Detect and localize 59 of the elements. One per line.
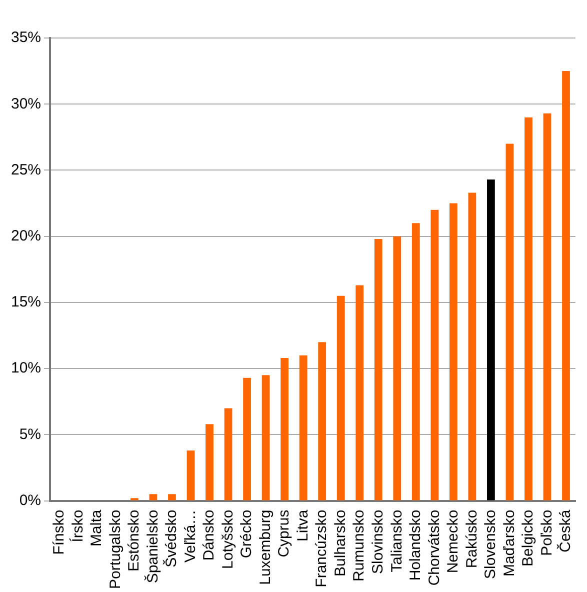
bar	[262, 375, 270, 500]
x-tick-label: Taliansko	[388, 510, 406, 572]
y-tick-label: 15%	[10, 294, 42, 311]
x-tick-label: Portugalsko	[106, 510, 124, 590]
x-tick-label: Estónsko	[126, 510, 143, 572]
bar	[224, 408, 232, 500]
bar	[524, 117, 532, 500]
bar	[374, 238, 382, 500]
x-tick-label: Švédsko	[162, 510, 180, 568]
y-tick-label: 25%	[10, 161, 42, 178]
bar	[318, 342, 326, 500]
x-tick-label: Malta	[88, 509, 106, 546]
bar	[168, 494, 176, 500]
x-tick-label: Holandsko	[407, 510, 424, 581]
x-tick-label: Česká	[556, 509, 574, 552]
x-tick-label: Rumunsko	[350, 510, 368, 582]
bar	[149, 494, 158, 500]
bar	[506, 144, 514, 500]
x-tick-label: Nemecko	[444, 510, 462, 574]
x-tick-label: Veľká…	[182, 510, 199, 563]
bar	[280, 358, 288, 500]
x-tick-label: Španielsko	[143, 510, 162, 584]
bar	[468, 192, 476, 500]
x-tick-label: Dánsko	[200, 510, 218, 561]
bar	[430, 210, 439, 500]
bar	[543, 113, 552, 500]
y-tick-label: 20%	[10, 227, 42, 244]
x-tick-label: Lotyšsko	[219, 510, 236, 569]
x-tick-label: Grécko	[238, 510, 256, 558]
x-tick-label: Francúzsko	[313, 510, 330, 588]
x-tick-label: Poľsko	[538, 510, 556, 556]
y-tick-label: 30%	[10, 95, 42, 112]
bar	[206, 424, 214, 500]
bar	[336, 296, 345, 500]
x-tick-label: Rakúsko	[463, 510, 480, 568]
x-tick-label: Chorvátsko	[426, 510, 443, 586]
x-tick-label: Cyprus	[276, 510, 293, 558]
bar	[412, 223, 420, 500]
y-tick-label: 35%	[10, 29, 42, 46]
bar	[243, 378, 251, 500]
bar	[299, 355, 308, 500]
bar	[186, 450, 195, 500]
bar	[449, 203, 458, 500]
bar	[562, 71, 570, 500]
x-tick-label: Belgicko	[520, 510, 537, 566]
x-tick-label: Fínsko	[50, 510, 68, 555]
x-tick-label: Slovensko	[482, 510, 500, 580]
x-tick-label: Bulharsko	[332, 510, 349, 576]
x-tick-label: Slovinsko	[370, 510, 387, 574]
bar	[393, 236, 402, 500]
x-tick-label: Luxemburg	[256, 510, 274, 585]
y-tick-label: 0%	[19, 492, 42, 509]
y-tick-label: 5%	[19, 426, 42, 443]
x-tick-label: Írsko	[68, 510, 86, 542]
y-tick-label: 10%	[10, 360, 42, 377]
x-tick-label: Maďarsko	[500, 510, 518, 577]
bar	[356, 285, 364, 500]
x-tick-label: Litva	[294, 509, 312, 542]
bar	[487, 179, 495, 500]
